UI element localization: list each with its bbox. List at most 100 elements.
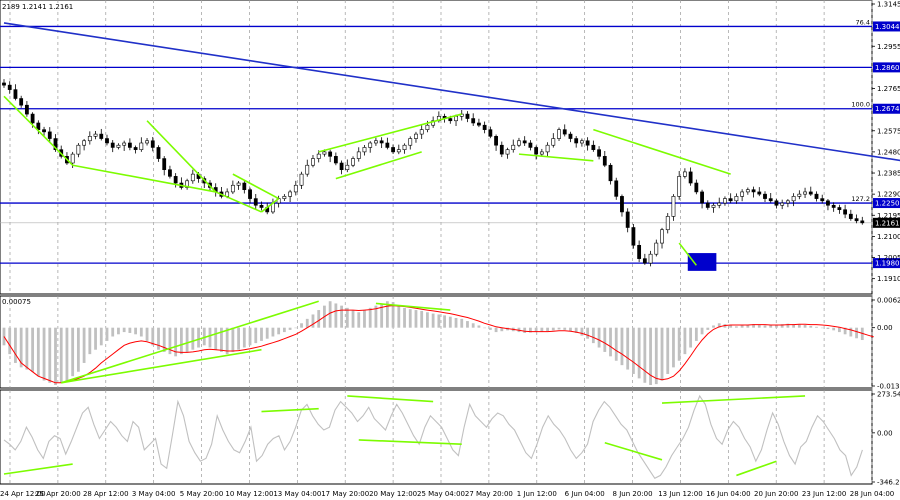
macd-panel-frame (0, 295, 873, 389)
price-panel: 2189 1.2141 1.2161 1.3044 76.4 1.2860 1.267… (0, 0, 900, 295)
time-tick-label: 16 Jun 04:00 (706, 490, 750, 498)
macd-histogram-bar (637, 327, 641, 379)
candle-body (145, 140, 149, 144)
candle-body (408, 138, 413, 146)
time-tick-label: 3 May 04:00 (132, 490, 176, 498)
candle-body (591, 144, 596, 150)
candle-body (316, 153, 321, 159)
candle-body (13, 89, 18, 99)
cci-polyline (3, 394, 863, 480)
divergence-line (261, 407, 319, 413)
candle-body (791, 196, 796, 202)
divergence-line (518, 153, 594, 162)
candle-body (597, 149, 601, 157)
candle-body (351, 158, 355, 166)
price-tick-label: 1.2195 (877, 212, 900, 220)
cci-tick-label: 0.00 (877, 429, 893, 437)
candle-body (620, 196, 624, 213)
macd-histogram-bar (683, 327, 687, 355)
candle-body (2, 82, 6, 86)
macd-histogram-bar (466, 321, 469, 328)
candle-body (110, 142, 115, 148)
candle-body (642, 258, 647, 264)
cci-panel-frame (0, 389, 873, 485)
macd-histogram-bar (780, 324, 784, 328)
price-grid (9, 0, 873, 294)
macd-panel: 0.00075 0.00628 0.00 -0.01323 (0, 295, 900, 391)
macd-histogram-bar (523, 327, 527, 333)
macd-histogram-bar (162, 327, 166, 352)
candle-body (322, 151, 327, 155)
candle-body (116, 144, 121, 148)
divergence-line (375, 302, 451, 311)
macd-histogram-bar (769, 325, 773, 328)
macd-histogram-bar (843, 327, 847, 335)
candle-body (299, 173, 304, 186)
candle-body (688, 171, 693, 184)
candle-body (557, 129, 561, 139)
price-tick-label: 1.2290 (877, 191, 900, 199)
candle-body (185, 180, 189, 188)
macd-histogram-bar (426, 312, 429, 328)
candle-body (339, 162, 344, 170)
macd-histogram-bar (734, 326, 738, 328)
cci-axis: 273.549 0.00 -346.223 (872, 391, 900, 487)
candle-body (402, 144, 407, 150)
candle-body (837, 207, 842, 211)
divergence-line (318, 113, 462, 153)
macd-histogram-bar (82, 327, 86, 363)
macd-histogram-bar (666, 327, 670, 374)
level-price-tag-text: 1.2860 (875, 64, 900, 72)
candle-body (843, 209, 848, 215)
macd-histogram-bar (460, 318, 464, 328)
candle-body (156, 147, 161, 159)
price-divergence-lines (3, 95, 731, 271)
candle-body (362, 147, 367, 153)
macd-histogram-bar (317, 310, 321, 328)
time-tick-label: 17 May 20:00 (321, 490, 369, 498)
macd-histogram-bar (305, 318, 309, 328)
macd-histogram-bar (248, 327, 252, 346)
candle-body (494, 136, 498, 146)
macd-histogram-bar (225, 327, 229, 355)
candle-body (127, 142, 132, 148)
time-tick-label: 25 Apr 20:00 (35, 490, 81, 498)
macd-histogram-bar (832, 327, 836, 331)
macd-histogram-bar (546, 327, 549, 332)
macd-histogram-bar (14, 327, 17, 363)
price-tick-label: 1.2765 (877, 85, 900, 93)
divergence-line (3, 463, 73, 475)
candle-body (162, 158, 167, 170)
macd-histogram-bar (174, 327, 178, 357)
candle-body (671, 196, 676, 217)
macd-histogram-bar (775, 324, 778, 328)
candle-body (24, 104, 29, 115)
macd-histogram-bar (282, 327, 286, 333)
candle-body (545, 144, 550, 153)
candle-body (391, 147, 395, 153)
candle-body (820, 198, 825, 202)
macd-histogram-bar (59, 327, 63, 383)
macd-histogram-bar (483, 327, 487, 329)
macd-label: 0.00075 (2, 298, 31, 306)
candle-body (803, 191, 807, 195)
macd-signal-polyline (3, 305, 874, 384)
candle-body (637, 244, 642, 259)
macd-histogram-bar (700, 327, 704, 335)
macd-histogram-bar (763, 325, 767, 328)
macd-histogram-bar (42, 327, 46, 381)
macd-histogram-bar (488, 327, 492, 330)
macd-histogram-bar (586, 327, 590, 339)
macd-histogram-bar (351, 310, 355, 328)
divergence-line (678, 242, 697, 266)
macd-histogram-bar (471, 323, 475, 328)
candle-body (288, 191, 292, 197)
macd-histogram-bar (311, 314, 315, 328)
candle-body (517, 140, 521, 146)
candle-body (53, 138, 58, 150)
candle-body (602, 156, 607, 166)
candle-body (230, 184, 235, 193)
macd-histogram (2, 301, 864, 385)
fibonacci-level-label: 127.2 (851, 195, 870, 203)
